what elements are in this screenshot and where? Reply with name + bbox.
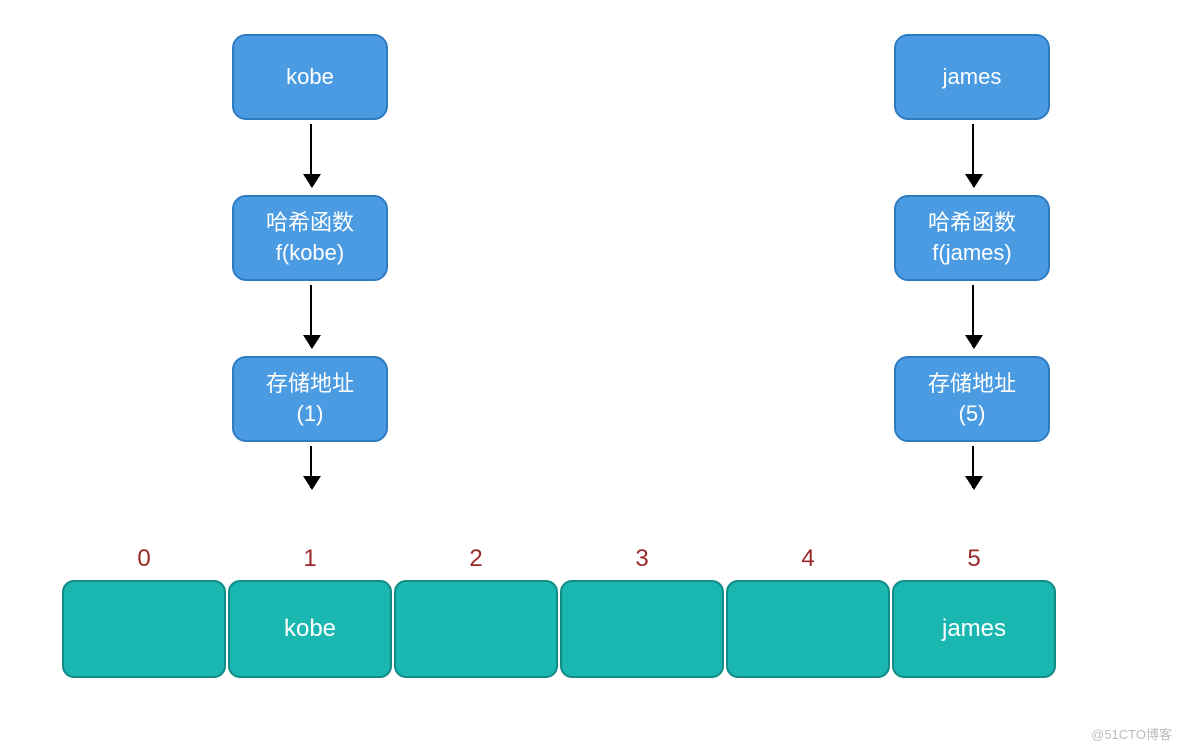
array-index-5: 5 (954, 545, 994, 573)
input-label: james (943, 62, 1002, 92)
arrow (310, 446, 312, 488)
arrow (972, 124, 974, 186)
arrow (972, 446, 974, 488)
hash-label-2: f(james) (932, 238, 1011, 268)
addr-label-1: 存储地址 (928, 369, 1016, 399)
addr-label-1: 存储地址 (266, 369, 354, 399)
addr-node-james: 存储地址(5) (894, 356, 1050, 442)
array-index-3: 3 (622, 545, 662, 573)
array-index-0: 0 (124, 545, 164, 573)
addr-node-kobe: 存储地址(1) (232, 356, 388, 442)
input-label: kobe (286, 62, 334, 92)
watermark: @51CTO博客 (1091, 724, 1172, 743)
hash-label-2: f(kobe) (276, 238, 344, 268)
arrow (972, 285, 974, 347)
array-cell-0 (62, 580, 226, 678)
hash-node-kobe: 哈希函数f(kobe) (232, 195, 388, 281)
array-cell-value: james (942, 615, 1006, 643)
array-cell-3 (560, 580, 724, 678)
array-index-4: 4 (788, 545, 828, 573)
array-cell-5: james (892, 580, 1056, 678)
input-node-james: james (894, 34, 1050, 120)
array-cell-1: kobe (228, 580, 392, 678)
input-node-kobe: kobe (232, 34, 388, 120)
addr-label-2: (1) (297, 399, 324, 429)
arrow (310, 124, 312, 186)
array-cell-value: kobe (284, 615, 336, 643)
array-index-1: 1 (290, 545, 330, 573)
hash-node-james: 哈希函数f(james) (894, 195, 1050, 281)
hash-label-1: 哈希函数 (928, 208, 1016, 238)
array-cell-2 (394, 580, 558, 678)
array-cell-4 (726, 580, 890, 678)
addr-label-2: (5) (959, 399, 986, 429)
hash-label-1: 哈希函数 (266, 208, 354, 238)
arrow (310, 285, 312, 347)
array-index-2: 2 (456, 545, 496, 573)
